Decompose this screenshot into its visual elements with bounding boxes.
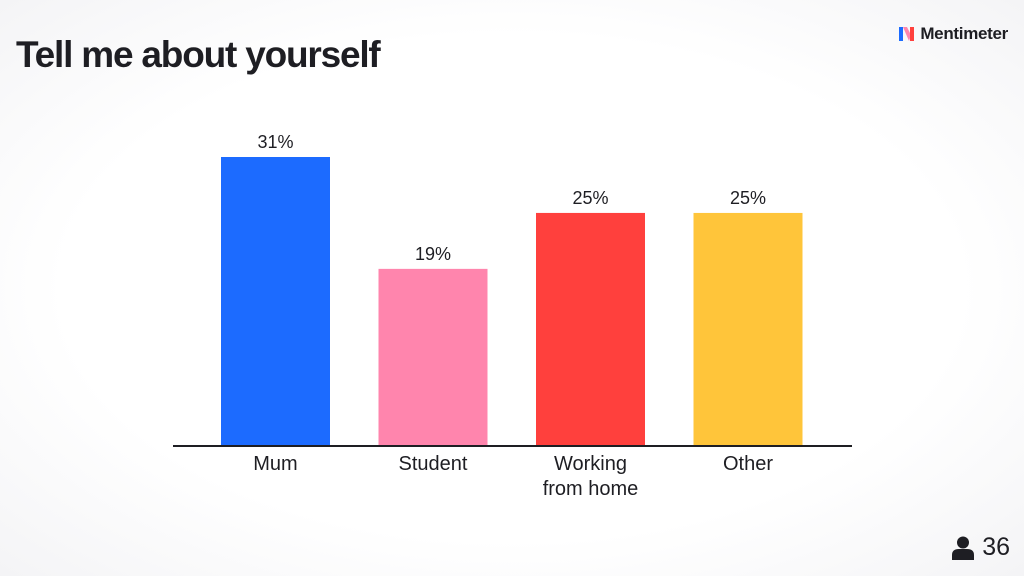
brand-name: Mentimeter [920, 24, 1008, 43]
category-label: Working from home [543, 453, 639, 500]
bar-value-label: 25% [572, 188, 608, 208]
category-label: Other [723, 453, 773, 475]
participant-count-value: 36 [982, 533, 1010, 561]
brand-logo: Mentimeter [899, 24, 1008, 44]
bar-value-label: 25% [730, 188, 766, 208]
participant-count: 36 [952, 533, 1010, 562]
bar-value-label: 19% [415, 244, 451, 264]
chart-bar [693, 212, 803, 446]
chart-bar [536, 212, 645, 446]
category-label: Mum [253, 453, 297, 475]
bar-value-label: 31% [257, 132, 293, 152]
page-title: Tell me about yourself [16, 34, 381, 75]
mentimeter-logo-icon [899, 27, 915, 41]
person-icon [952, 536, 975, 560]
category-label: Student [399, 453, 468, 475]
chart-bar [378, 268, 488, 446]
chart-bar [221, 157, 330, 446]
